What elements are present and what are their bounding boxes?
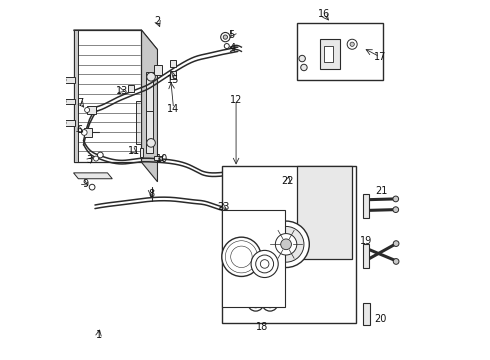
Circle shape [263, 221, 309, 267]
Bar [363, 303, 370, 325]
Text: 23: 23 [218, 202, 230, 212]
Bar [297, 166, 352, 258]
Bar [65, 99, 74, 104]
Bar [84, 128, 92, 137]
Bar [154, 64, 162, 75]
Bar [74, 30, 142, 162]
Bar [154, 156, 162, 160]
Circle shape [98, 152, 103, 158]
Circle shape [299, 55, 305, 62]
Bar [323, 46, 333, 62]
Text: 7: 7 [77, 98, 84, 108]
Text: 2: 2 [154, 16, 161, 26]
Circle shape [61, 99, 66, 104]
Text: 6: 6 [76, 125, 83, 135]
Bar [128, 85, 134, 93]
Bar [170, 60, 176, 67]
Text: 16: 16 [318, 9, 330, 19]
Circle shape [238, 253, 245, 260]
Circle shape [281, 239, 292, 249]
Circle shape [61, 77, 66, 82]
Polygon shape [74, 30, 157, 50]
Circle shape [222, 237, 261, 276]
Circle shape [393, 196, 398, 202]
Bar [320, 39, 340, 69]
Text: 21: 21 [376, 186, 388, 197]
Bar [65, 77, 74, 83]
Bar [65, 120, 74, 126]
Circle shape [260, 260, 269, 268]
Text: 12: 12 [230, 95, 242, 105]
Circle shape [262, 296, 278, 311]
Bar [87, 106, 96, 114]
Circle shape [81, 130, 87, 135]
Circle shape [275, 234, 297, 255]
Circle shape [85, 108, 90, 112]
Text: 8: 8 [148, 189, 154, 199]
Text: 14: 14 [168, 104, 180, 113]
Text: 10: 10 [156, 154, 168, 163]
Circle shape [147, 72, 155, 81]
Circle shape [89, 184, 95, 190]
Text: 5: 5 [228, 30, 235, 40]
Circle shape [94, 156, 98, 161]
Bar [170, 71, 176, 79]
Bar [146, 111, 153, 153]
Text: 3: 3 [87, 156, 93, 165]
Circle shape [251, 298, 260, 308]
Bar [136, 102, 142, 144]
Circle shape [228, 243, 255, 270]
Text: 13: 13 [116, 86, 128, 96]
Bar [146, 72, 153, 122]
Circle shape [234, 249, 249, 265]
Circle shape [251, 250, 278, 278]
Circle shape [61, 120, 66, 125]
Bar [222, 210, 285, 307]
Circle shape [233, 208, 238, 212]
Text: 19: 19 [360, 236, 372, 246]
Circle shape [266, 298, 275, 308]
Bar [140, 148, 143, 157]
Text: 4: 4 [229, 43, 236, 53]
Text: 15: 15 [168, 75, 180, 85]
Text: 17: 17 [373, 52, 386, 62]
Circle shape [224, 44, 229, 49]
Circle shape [301, 64, 307, 71]
Text: 11: 11 [128, 147, 141, 157]
Circle shape [393, 207, 398, 212]
Text: 20: 20 [374, 314, 387, 324]
Circle shape [225, 241, 258, 273]
Polygon shape [74, 173, 112, 179]
Circle shape [347, 39, 357, 49]
Bar [363, 244, 369, 267]
Circle shape [235, 167, 240, 172]
Circle shape [268, 226, 304, 262]
Text: 1: 1 [96, 330, 101, 341]
Bar [363, 194, 369, 217]
Circle shape [220, 32, 230, 42]
Bar [222, 166, 356, 323]
Circle shape [223, 35, 227, 39]
Circle shape [393, 258, 399, 264]
Circle shape [393, 241, 399, 247]
Text: 22: 22 [282, 176, 294, 186]
Text: 18: 18 [256, 322, 268, 332]
Polygon shape [142, 30, 157, 182]
Circle shape [147, 139, 155, 147]
Text: 9: 9 [82, 179, 88, 189]
Circle shape [231, 246, 252, 267]
Bar [297, 23, 383, 80]
Circle shape [256, 255, 273, 273]
Polygon shape [74, 30, 78, 162]
Circle shape [350, 42, 354, 46]
Circle shape [248, 296, 264, 311]
